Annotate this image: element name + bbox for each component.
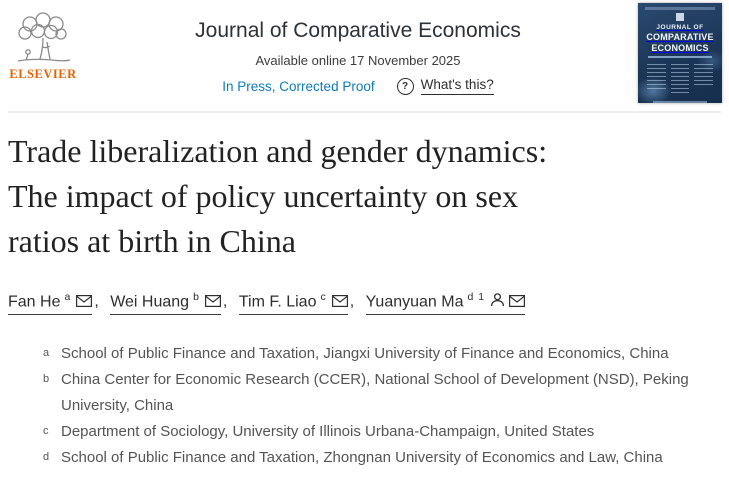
email-icon [331, 295, 348, 308]
affiliation-sup: d [43, 451, 50, 464]
affiliation-row: a School of Public Finance and Taxation,… [43, 341, 721, 367]
cover-editor-columns [647, 64, 714, 96]
journal-cover-thumbnail[interactable]: JOURNAL OF COMPARATIVE ECONOMICS [638, 3, 722, 103]
header-divider [8, 111, 721, 113]
cover-title-line3: ECONOMICS [651, 42, 709, 53]
question-circle-icon: ? [396, 77, 414, 95]
elsevier-wordmark: ELSEVIER [9, 67, 77, 81]
author-link-yuanyuan-ma[interactable]: Yuanyuan Ma d 1 [365, 291, 526, 316]
author-affiliation-sup: b [193, 291, 200, 303]
affiliation-text: China Center for Economic Research (CCER… [61, 371, 689, 415]
author-name: Wei Huang [110, 293, 190, 311]
cover-text-column [647, 64, 666, 90]
journal-title-link[interactable]: Journal of Comparative Economics [195, 19, 521, 42]
cover-title-line1: JOURNAL OF [656, 24, 704, 31]
author-link-fan-he[interactable]: Fan He a [8, 291, 93, 316]
author-affiliation-sup: c [320, 291, 327, 303]
email-icon [509, 295, 526, 308]
in-press-link[interactable]: In Press, Corrected Proof [222, 78, 375, 94]
cover-title-line2: COMPARATIVE [646, 32, 714, 42]
elsevier-logo: ELSEVIER [8, 12, 78, 82]
affiliation-row: b China Center for Economic Research (CC… [43, 367, 721, 419]
email-icon [76, 295, 93, 308]
author-separator: , [94, 293, 99, 311]
author-name: Fan He [8, 293, 61, 311]
affiliation-sup: a [43, 347, 50, 360]
article-title-line: ratios at birth in China [8, 223, 296, 259]
affiliation-sup: c [43, 425, 49, 438]
available-online-date: Available online 17 November 2025 [255, 53, 461, 68]
article-title-line: Trade liberalization and gender dynamics… [8, 133, 548, 169]
affiliation-text: School of Public Finance and Taxation, Z… [61, 449, 663, 467]
publication-info: Journal of Comparative Economics Availab… [78, 8, 638, 95]
publication-status-row: In Press, Corrected Proof ? What's this? [78, 77, 638, 95]
author-affiliation-sup: a [64, 291, 72, 303]
affiliation-text: School of Public Finance and Taxation, J… [61, 345, 669, 363]
article-main: Trade liberalization and gender dynamics… [0, 129, 729, 471]
author-separator: , [349, 293, 355, 311]
affiliation-row: d School of Public Finance and Taxation,… [43, 445, 721, 471]
author-name: Yuanyuan Ma [365, 293, 464, 311]
article-title: Trade liberalization and gender dynamics… [8, 129, 721, 264]
cover-text-column [694, 64, 714, 86]
corresponding-author-person-icon [491, 293, 505, 307]
article-title-line: The impact of policy uncertainty on sex [8, 178, 519, 214]
affiliation-text: Department of Sociology, University of I… [61, 423, 595, 441]
cover-title: JOURNAL OF COMPARATIVE ECONOMICS [638, 24, 722, 53]
author-list: Fan He a, Wei Huang b, Tim F. Liao c, Yuany… [8, 291, 721, 316]
author-link-tim-f-liao[interactable]: Tim F. Liao c [238, 291, 348, 316]
email-icon [204, 295, 221, 308]
cover-top-text-bar [645, 7, 715, 10]
cover-bottom-text-bar [653, 101, 707, 103]
affiliation-sup: b [43, 373, 50, 386]
elsevier-tree-icon [14, 12, 72, 66]
affiliation-row: c Department of Sociology, University of… [43, 419, 721, 445]
affiliation-list: a School of Public Finance and Taxation,… [43, 341, 721, 471]
cover-text-column [670, 64, 690, 96]
whats-this-link[interactable]: ? What's this? [396, 77, 494, 95]
author-affiliation-sup: d 1 [467, 291, 486, 303]
author-link-wei-huang[interactable]: Wei Huang b [110, 291, 221, 316]
cover-emblem-icon [676, 13, 684, 21]
author-name: Tim F. Liao [238, 293, 317, 311]
publication-header: ELSEVIER Journal of Comparative Economic… [0, 0, 729, 111]
cover-subtitle-bar [648, 56, 712, 58]
author-separator: , [222, 293, 228, 311]
whats-this-label: What's this? [420, 77, 494, 95]
